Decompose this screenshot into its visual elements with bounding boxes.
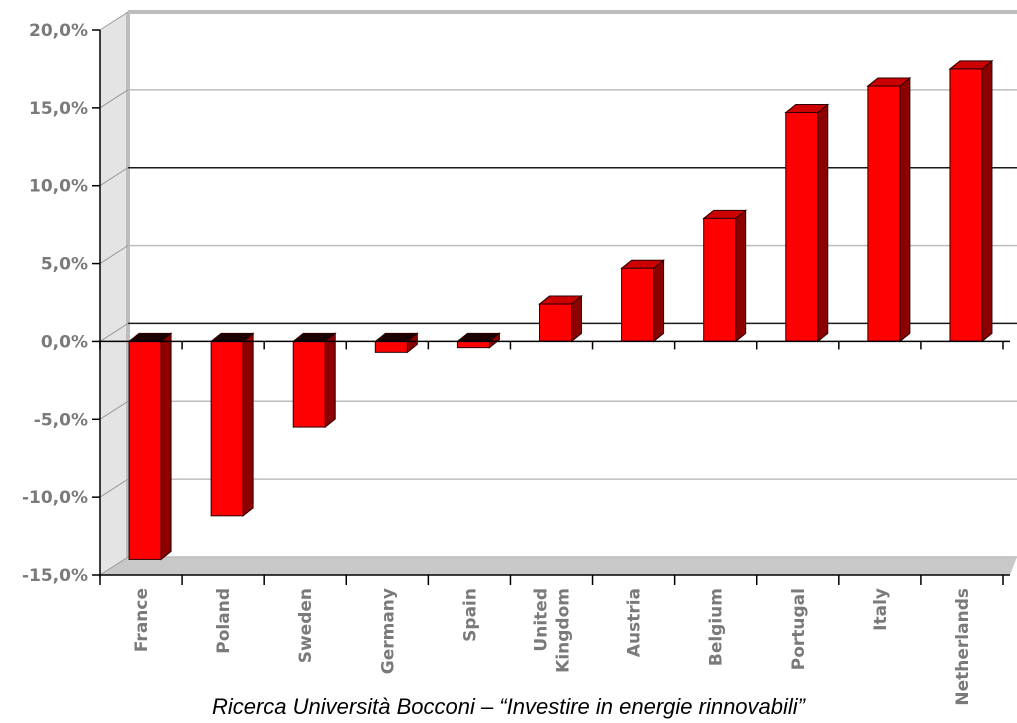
bar-front	[703, 217, 737, 342]
x-tick-label-4: Spain	[460, 588, 480, 642]
side-grid-6	[99, 478, 129, 498]
side-grid-1	[99, 89, 129, 109]
bar-front	[128, 340, 162, 560]
side-grid-5	[99, 400, 129, 420]
bar-side	[735, 209, 747, 343]
bar-front	[785, 112, 819, 342]
x-tick-label-line: Netherlands	[953, 588, 973, 706]
chart-labels: 20,0% 15,0% 10,0% 5,0% 0,0% -5,0% -10,0% -15,0%…	[22, 21, 973, 706]
side-grid-2	[99, 167, 129, 187]
side-grid-4	[99, 323, 129, 342]
y-tick-label-0: 20,0%	[29, 21, 88, 41]
bar-belgium	[702, 209, 748, 343]
x-tick-label-2: Sweden	[296, 588, 316, 663]
bar-france	[127, 332, 173, 561]
bar-united-kingdom	[538, 295, 583, 343]
bar-front	[210, 340, 244, 517]
bar-side	[899, 77, 911, 343]
bar-portugal	[784, 103, 830, 343]
x-tick-label-3: Germany	[378, 588, 398, 674]
y-tick-label-3: 5,0%	[41, 255, 88, 275]
bar-spain	[455, 332, 501, 349]
x-tick-label-line: Austria	[625, 588, 645, 657]
x-tick-label-line: Poland	[214, 588, 234, 654]
side-grid-3	[99, 245, 129, 264]
bar-side	[324, 332, 336, 429]
x-tick-label-10: Netherlands	[953, 588, 973, 706]
x-tick-label-line: Germany	[378, 588, 398, 674]
x-tick-label-0: France	[132, 588, 152, 652]
x-tick-label-line: Italy	[871, 588, 891, 631]
x-tick-label-line: France	[132, 588, 152, 652]
bar-italy	[866, 77, 912, 343]
x-tick-label-line: United	[532, 588, 552, 652]
bar-front	[456, 340, 490, 349]
bar-sweden	[291, 332, 337, 429]
y-tick-label-1: 15,0%	[29, 99, 88, 119]
side-wall	[100, 12, 128, 575]
x-tick-label-8: Portugal	[789, 588, 809, 670]
floor-panel	[100, 557, 1017, 575]
bar-netherlands	[948, 59, 994, 343]
x-tick-label-5: United Kingdom	[532, 588, 574, 673]
bar-front	[949, 68, 983, 342]
bar-front	[867, 85, 901, 342]
bar-side	[817, 103, 829, 343]
x-tick-label-line: Spain	[460, 588, 480, 642]
bar-austria	[620, 259, 666, 343]
y-tick-label-2: 10,0%	[29, 177, 88, 197]
chart-bars	[127, 59, 994, 561]
side-grid-0	[99, 11, 129, 31]
x-tick-label-7: Belgium	[707, 588, 727, 666]
bar-side	[242, 332, 254, 517]
bar-side	[653, 259, 665, 343]
bar-front	[621, 267, 655, 342]
y-tick-label-5: -5,0%	[34, 410, 88, 430]
side-grid-7	[99, 556, 129, 576]
x-tick-label-1: Poland	[214, 588, 234, 654]
bar-side	[981, 59, 993, 343]
chart-caption: Ricerca Università Bocconi – “Investire …	[211, 694, 806, 719]
y-tick-label-4: 0,0%	[41, 332, 88, 352]
bar-front	[539, 303, 572, 342]
x-tick-label-line: Sweden	[296, 588, 316, 663]
x-tick-label-9: Italy	[871, 588, 891, 631]
bar-front	[374, 340, 408, 353]
x-tick-label-6: Austria	[625, 588, 645, 657]
x-tick-label-line: Kingdom	[554, 588, 574, 673]
x-tick-label-line: Portugal	[789, 588, 809, 670]
chart-axes	[92, 29, 1010, 585]
bar-germany	[373, 332, 419, 354]
bar-front	[292, 340, 326, 428]
x-tick-label-line: Belgium	[707, 588, 727, 666]
bar-poland	[209, 332, 255, 517]
y-tick-label-6: -10,0%	[22, 488, 88, 508]
bar-side	[160, 332, 172, 561]
y-tick-label-7: -15,0%	[22, 566, 88, 586]
